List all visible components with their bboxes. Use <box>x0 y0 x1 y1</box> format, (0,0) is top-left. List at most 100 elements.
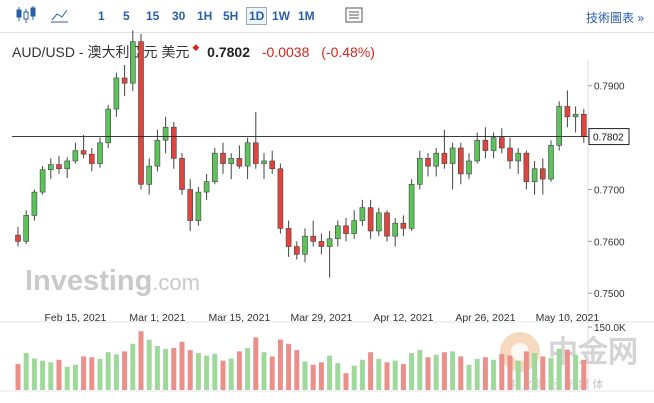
volume-bar <box>581 359 587 390</box>
volume-bar <box>441 352 447 390</box>
interval-button[interactable]: 1D <box>246 7 268 25</box>
candle <box>285 220 292 257</box>
candle <box>482 127 489 159</box>
table-icon[interactable] <box>343 0 367 32</box>
volume-bar <box>81 356 87 390</box>
candle-body <box>408 183 415 229</box>
volume-bar <box>138 331 144 390</box>
candle <box>97 137 103 168</box>
volume-bar <box>40 360 46 390</box>
candle-body <box>244 142 251 167</box>
volume-bar <box>540 356 546 390</box>
volume-bar <box>327 355 333 390</box>
candle <box>244 137 251 180</box>
volume-bar <box>523 351 529 390</box>
volume-bar <box>368 352 374 390</box>
volume-bar <box>64 366 70 390</box>
volume-bar <box>179 341 185 390</box>
candle-body <box>195 191 202 221</box>
candle-body <box>351 220 358 234</box>
candle-body <box>89 153 95 164</box>
candle <box>302 228 308 263</box>
candle-body <box>23 215 30 242</box>
candle-body <box>285 228 292 247</box>
interval-button[interactable]: 5 <box>123 9 130 23</box>
change-percent: (-0.48%) <box>321 44 375 60</box>
candle <box>384 210 390 242</box>
candle-body <box>121 77 128 84</box>
candle <box>343 218 349 242</box>
candle <box>23 210 30 244</box>
candle <box>277 163 284 234</box>
candle-body <box>179 158 185 190</box>
candle-body <box>482 139 489 151</box>
volume-bar <box>146 339 152 390</box>
candle-body <box>515 152 522 162</box>
volume-bar <box>433 354 439 390</box>
candle <box>179 153 185 195</box>
interval-button[interactable]: 15 <box>146 9 160 23</box>
volume-bar <box>261 352 267 390</box>
volume-bar <box>163 348 169 390</box>
volume-bar <box>450 351 456 390</box>
x-tick-label: Feb 15, 2021 <box>44 312 106 324</box>
volume-bar <box>245 348 251 390</box>
candle-body <box>31 191 38 216</box>
candle <box>507 137 513 169</box>
chart-link[interactable]: 技術圖表 » <box>585 11 644 25</box>
volume-bar <box>335 363 341 390</box>
watermark-logo-inner <box>511 343 529 361</box>
volume-bar <box>130 343 136 390</box>
volume-bar <box>48 362 54 390</box>
candle <box>572 106 579 133</box>
candle-body <box>572 113 579 118</box>
candle <box>310 220 317 247</box>
candle-body <box>80 150 87 155</box>
candle-body <box>138 41 144 185</box>
candle <box>228 153 234 180</box>
candle <box>15 226 21 247</box>
candle-body <box>293 246 300 255</box>
candle-body <box>39 169 46 193</box>
candle-body <box>449 147 456 164</box>
candle-body <box>457 147 464 175</box>
interval-button[interactable]: 5H <box>223 9 239 23</box>
volume-bar <box>31 358 37 390</box>
volume-bar <box>466 364 472 390</box>
volume-bar <box>195 353 201 390</box>
x-tick-label: Mar 1, 2021 <box>129 312 185 324</box>
interval-button[interactable]: 30 <box>172 9 186 23</box>
candle <box>474 132 481 164</box>
volume-bar <box>384 362 390 390</box>
candle-body <box>302 235 308 255</box>
volume-bar <box>515 360 521 390</box>
volume-bar <box>212 353 218 390</box>
volume-bar <box>310 364 316 390</box>
interval-button[interactable]: 1W <box>272 9 290 23</box>
volume-bar <box>236 351 242 390</box>
candle-body <box>64 160 70 170</box>
candle-body <box>343 225 349 234</box>
interval-button[interactable]: 1 <box>98 9 105 23</box>
volume-bar <box>425 357 431 390</box>
candle-body <box>539 168 546 180</box>
watermark-logo <box>500 332 540 372</box>
candle-body <box>146 165 152 185</box>
candle <box>121 65 128 97</box>
candle-body <box>359 207 366 221</box>
volume-bar <box>556 348 562 390</box>
chart-type-icons[interactable] <box>0 0 70 32</box>
volume-bar <box>277 339 283 390</box>
candle <box>375 207 382 237</box>
candle <box>105 104 111 148</box>
interval-button[interactable]: 1H <box>197 9 213 23</box>
candle-body <box>474 139 481 162</box>
candle-body <box>556 106 563 146</box>
candle <box>146 158 152 195</box>
volume-bar <box>351 365 357 390</box>
candle-body <box>187 189 193 221</box>
candle-body <box>416 158 423 185</box>
volume-bar <box>343 373 349 390</box>
interval-button[interactable]: 1M <box>298 9 315 23</box>
candle-body <box>236 158 243 167</box>
